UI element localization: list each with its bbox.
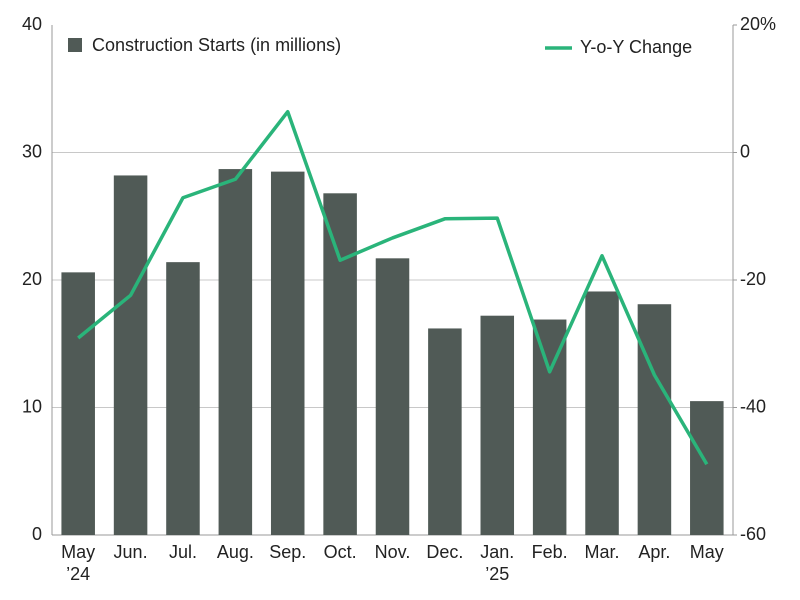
x-tick-label: Mar. [585, 542, 620, 562]
bar [61, 272, 95, 535]
x-tick-label: Nov. [375, 542, 411, 562]
y-tick-label: 40 [22, 14, 42, 34]
y2-tick-label: -40 [740, 396, 766, 416]
bar [166, 262, 200, 535]
x-tick-label: May ’24 [61, 542, 95, 584]
x-tick-label: May [690, 542, 724, 562]
y-tick-label: 0 [32, 524, 42, 544]
y2-tick-label: -60 [740, 524, 766, 544]
y2-tick-label: -20 [740, 269, 766, 289]
bar [113, 175, 148, 535]
x-tick-label: Jun. [114, 542, 148, 562]
line [77, 109, 709, 466]
bar [270, 171, 305, 535]
x-tick-label: Jul. [169, 542, 197, 562]
bar [585, 291, 619, 535]
y-tick-label: 10 [22, 396, 42, 416]
bar [218, 169, 253, 535]
bar [375, 258, 410, 535]
legend-label: Y-o-Y Change [580, 37, 692, 57]
bar [480, 315, 515, 535]
bar [532, 319, 567, 535]
legend-swatch [68, 38, 82, 52]
bar [690, 401, 724, 535]
x-tick-label: Dec. [426, 542, 463, 562]
x-tick-label: Sep. [269, 542, 306, 562]
y-tick-label: 30 [22, 141, 42, 161]
y2-tick-label: 0 [740, 141, 750, 161]
bar [637, 304, 672, 535]
x-tick-label: Feb. [532, 542, 568, 562]
x-tick-label: Apr. [638, 542, 670, 562]
x-tick-label: Jan. ’25 [480, 542, 514, 584]
y2-tick-label: 20% [740, 14, 776, 34]
x-tick-label: Aug. [217, 542, 254, 562]
legend-label: Construction Starts (in millions) [92, 35, 341, 55]
y-tick-label: 20 [22, 269, 42, 289]
bar [428, 328, 462, 535]
x-tick-label: Oct. [324, 542, 357, 562]
bar [323, 193, 357, 536]
